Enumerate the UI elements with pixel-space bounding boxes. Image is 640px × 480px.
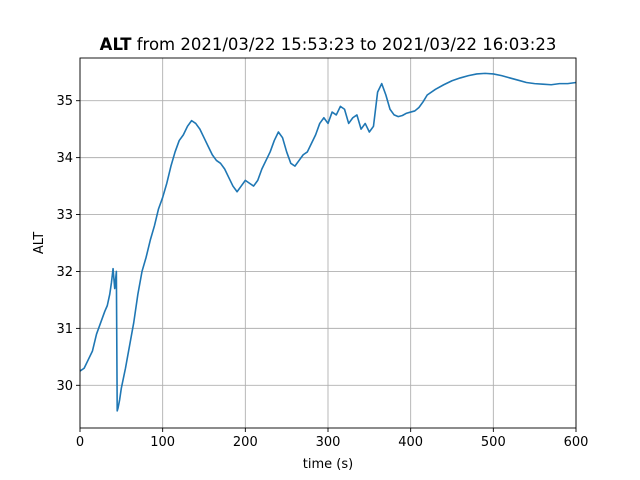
y-tick-label: 31	[56, 322, 73, 337]
y-axis-label: ALT	[32, 232, 47, 254]
y-tick-label: 35	[56, 94, 73, 109]
x-tick-label: 500	[481, 435, 506, 450]
y-tick-label: 33	[56, 208, 73, 223]
chart-title-rest: from 2021/03/22 15:53:23 to 2021/03/22 1…	[131, 35, 556, 54]
y-tick-label: 34	[56, 151, 73, 166]
alt-series-line	[79, 72, 577, 412]
x-tick-label: 200	[233, 435, 258, 450]
x-tick-label: 0	[76, 435, 84, 450]
x-tick-label: 300	[316, 435, 341, 450]
axis-ticks: 0 100 200 300 400 500 600 30 31 32 33 34 35	[56, 94, 588, 450]
x-tick-label: 600	[564, 435, 589, 450]
x-axis-label: time (s)	[303, 457, 353, 472]
data-series	[79, 72, 577, 412]
y-tick-label: 30	[56, 379, 73, 394]
y-tick-label: 32	[56, 265, 73, 280]
chart-title-bold: ALT	[100, 35, 133, 54]
x-tick-label: 400	[398, 435, 423, 450]
chart-title: ALT from 2021/03/22 15:53:23 to 2021/03/…	[100, 35, 557, 54]
grid-lines	[79, 58, 577, 428]
x-tick-label: 100	[150, 435, 175, 450]
